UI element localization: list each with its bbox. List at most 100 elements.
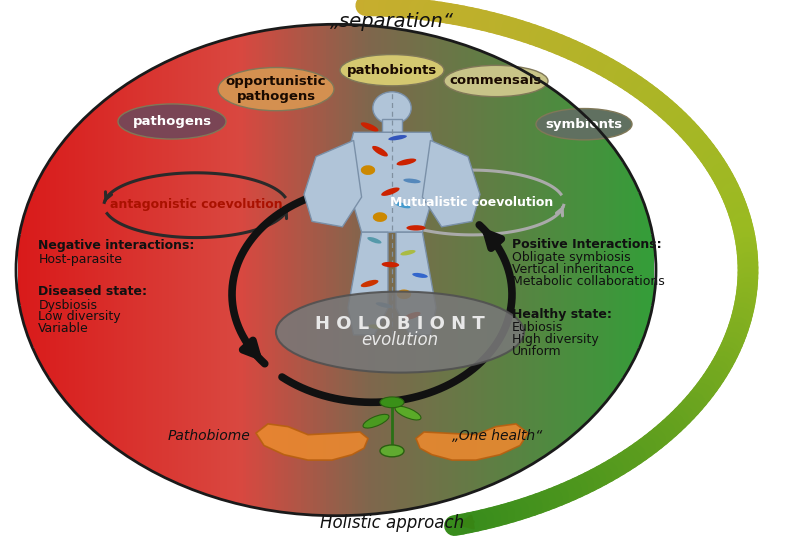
Bar	[577, 110, 581, 430]
Text: Positive Interactions:: Positive Interactions:	[512, 238, 662, 251]
Bar	[40, 173, 43, 367]
Bar	[162, 63, 166, 477]
Bar	[458, 43, 462, 497]
FancyBboxPatch shape	[382, 119, 402, 132]
Bar	[127, 83, 130, 457]
Bar	[371, 26, 374, 514]
Bar	[474, 49, 478, 491]
Bar	[172, 58, 175, 482]
Bar	[310, 25, 314, 515]
Text: Uniform: Uniform	[512, 345, 562, 358]
Ellipse shape	[397, 289, 411, 299]
Bar	[37, 179, 40, 361]
Bar	[69, 133, 72, 407]
Bar	[118, 90, 121, 450]
Ellipse shape	[376, 302, 392, 308]
Bar	[610, 144, 613, 396]
Bar	[606, 140, 610, 400]
Bar	[590, 122, 594, 418]
Ellipse shape	[218, 68, 334, 111]
Bar	[226, 39, 230, 501]
Ellipse shape	[361, 122, 378, 132]
Polygon shape	[348, 232, 388, 335]
Bar	[294, 26, 298, 514]
Bar	[333, 24, 336, 516]
Text: commensals: commensals	[450, 75, 542, 87]
Bar	[358, 25, 362, 515]
Bar	[239, 35, 243, 505]
Bar	[410, 31, 414, 509]
Text: Low diversity: Low diversity	[38, 310, 121, 323]
Bar	[34, 186, 37, 354]
Bar	[124, 85, 127, 455]
Text: Negative interactions:: Negative interactions:	[38, 239, 194, 252]
Text: pathobionts: pathobionts	[347, 64, 437, 77]
Bar	[613, 148, 616, 392]
Ellipse shape	[380, 445, 404, 457]
Bar	[191, 50, 194, 490]
Bar	[288, 27, 291, 513]
Polygon shape	[346, 132, 438, 232]
Bar	[526, 73, 529, 467]
Bar	[554, 92, 558, 448]
Ellipse shape	[382, 262, 399, 267]
Ellipse shape	[381, 187, 400, 196]
Text: symbionts: symbionts	[546, 118, 622, 131]
Bar	[326, 24, 330, 516]
Text: Holistic approach: Holistic approach	[320, 514, 464, 532]
Bar	[298, 26, 301, 514]
Bar	[394, 29, 397, 511]
Ellipse shape	[340, 55, 444, 86]
Text: Mutualistic coevolution: Mutualistic coevolution	[390, 196, 554, 209]
Bar	[603, 137, 606, 403]
Bar	[494, 57, 497, 483]
Bar	[506, 63, 510, 477]
Text: „separation“: „separation“	[330, 12, 454, 31]
Bar	[400, 30, 404, 510]
Bar	[645, 210, 648, 330]
Polygon shape	[256, 424, 368, 460]
Ellipse shape	[118, 104, 226, 139]
Bar	[619, 158, 622, 382]
Text: Pathobiome: Pathobiome	[168, 429, 250, 443]
Bar	[548, 87, 551, 453]
Bar	[150, 70, 153, 470]
Bar	[594, 126, 597, 414]
Text: antagonistic coevolution: antagonistic coevolution	[110, 198, 282, 211]
Bar	[342, 24, 346, 516]
Bar	[201, 46, 204, 494]
Bar	[249, 33, 253, 507]
Ellipse shape	[361, 165, 375, 175]
Text: Eubiosis: Eubiosis	[512, 321, 563, 334]
Bar	[301, 26, 304, 514]
Bar	[111, 94, 114, 446]
Bar	[522, 71, 526, 469]
Bar	[570, 104, 574, 436]
Bar	[134, 79, 137, 461]
Bar	[542, 83, 545, 457]
Bar	[422, 34, 426, 506]
Bar	[545, 85, 548, 455]
Bar	[455, 43, 458, 497]
Text: Metabolic collaborations: Metabolic collaborations	[512, 275, 665, 288]
Text: Variable: Variable	[38, 322, 89, 335]
Text: pathogens: pathogens	[133, 115, 211, 128]
Bar	[378, 26, 381, 514]
Bar	[178, 56, 182, 484]
Bar	[146, 71, 150, 469]
Bar	[567, 102, 571, 438]
Bar	[291, 26, 294, 514]
Bar	[471, 48, 474, 492]
Bar	[246, 34, 250, 506]
Bar	[143, 73, 146, 467]
Bar	[137, 77, 140, 463]
Bar	[282, 28, 285, 512]
Ellipse shape	[380, 397, 404, 408]
Bar	[182, 54, 185, 486]
Bar	[236, 36, 239, 504]
Bar	[635, 186, 638, 354]
Ellipse shape	[412, 273, 428, 278]
Bar	[413, 32, 417, 508]
Bar	[513, 66, 516, 474]
Bar	[330, 24, 333, 516]
